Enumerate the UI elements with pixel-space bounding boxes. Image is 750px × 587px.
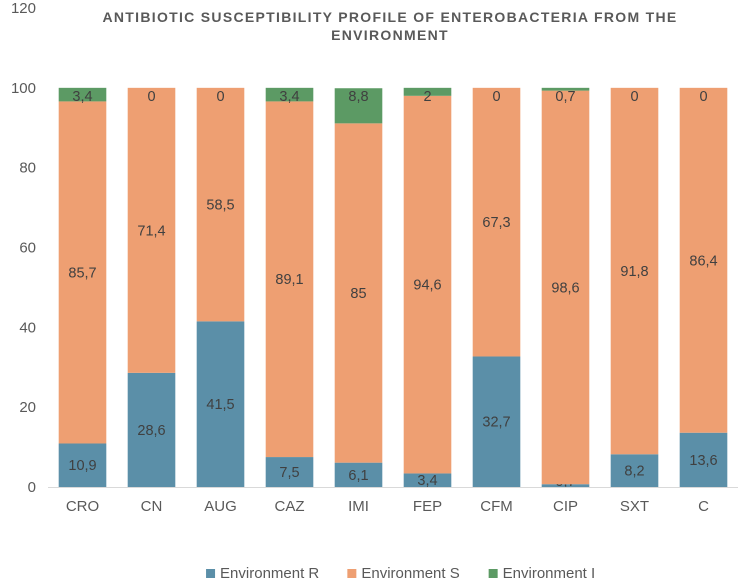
legend: Environment R Environment S Environment I — [206, 565, 595, 582]
data-label: 2 — [423, 89, 431, 105]
data-label: 10,9 — [68, 458, 96, 474]
data-label: 85,7 — [68, 265, 96, 281]
data-label: 89,1 — [275, 272, 303, 288]
x-tick-label: C — [698, 498, 709, 515]
bar-segment-cn-environment-s — [127, 87, 176, 373]
data-label: 0 — [630, 89, 638, 105]
chart-title-line-2: ENVIRONMENT — [331, 27, 449, 43]
data-label: 0 — [492, 89, 500, 105]
bar-segment-fep-environment-i — [403, 87, 452, 96]
legend-label: Environment R — [220, 565, 319, 582]
bar-segment-fep-environment-s — [403, 95, 452, 474]
y-tick-label: 0 — [28, 479, 36, 496]
bar-segment-imi-environment-i — [334, 88, 383, 124]
data-label: 32,7 — [482, 415, 510, 431]
data-label: 8,2 — [624, 464, 644, 480]
bar-segment-cro-environment-r — [58, 443, 107, 487]
bar-segment-cip-environment-s — [541, 90, 590, 485]
bar-segment-cn-environment-r — [127, 372, 176, 487]
x-tick-label: CN — [141, 498, 163, 515]
bar-segment-cro-environment-i — [58, 87, 107, 102]
bar-segment-cro-environment-s — [58, 101, 107, 444]
legend-swatch — [488, 569, 498, 578]
x-tick-label: CRO — [66, 498, 99, 515]
bar-segment-caz-environment-s — [265, 101, 314, 458]
chart-title: ANTIBIOTIC SUSCEPTIBILITY PROFILE OF ENT… — [102, 9, 677, 43]
data-label: 94,6 — [413, 278, 441, 294]
y-tick-label: 80 — [19, 160, 36, 177]
x-tick-label: IMI — [348, 498, 369, 515]
y-tick-label: 60 — [19, 240, 36, 257]
bar-segment-caz-environment-r — [265, 457, 314, 487]
x-tick-label: AUG — [204, 498, 237, 515]
x-tick-label: CIP — [553, 498, 578, 515]
data-label: 58,5 — [206, 198, 234, 214]
bar-segment-sxt-environment-r — [610, 454, 659, 487]
data-label: 13,6 — [689, 453, 717, 469]
bar-segment-cfm-environment-r — [472, 356, 521, 487]
data-label: 0,7 — [555, 89, 575, 105]
bars-group: 10,9 85,7 3,4 28,6 71,4 0 41,5 58,5 0 7,5 89,1 3,4 6… — [58, 87, 728, 490]
bar-segment-imi-environment-r — [334, 462, 383, 487]
data-label: 0 — [147, 89, 155, 105]
data-label: 41,5 — [206, 397, 234, 413]
bar-segment-c-environment-s — [679, 87, 728, 433]
bar-segment-cip-environment-i — [541, 87, 590, 91]
legend-item-environment-s: Environment S — [347, 565, 460, 582]
bar-segment-c-environment-r — [679, 432, 728, 487]
bar-segment-cfm-environment-s — [472, 87, 521, 357]
data-label: 98,6 — [551, 280, 579, 296]
y-tick-label: 100 — [11, 80, 36, 97]
data-label: 85 — [350, 286, 366, 302]
legend-label: Environment I — [503, 565, 596, 582]
bar-segment-cip-environment-r — [541, 484, 590, 487]
bar-segment-sxt-environment-s — [610, 87, 659, 455]
bar-segment-caz-environment-i — [265, 87, 314, 102]
data-label: 86,4 — [689, 253, 717, 269]
data-label: 91,8 — [620, 264, 648, 280]
legend-swatch — [206, 569, 216, 578]
legend-label: Environment S — [361, 565, 459, 582]
x-tick-label: CFM — [480, 498, 513, 515]
chart-title-line-1: ANTIBIOTIC SUSCEPTIBILITY PROFILE OF ENT… — [102, 9, 677, 25]
legend-item-environment-r: Environment R — [206, 565, 319, 582]
y-tick-label: 120 — [11, 0, 36, 17]
data-label: 28,6 — [137, 423, 165, 439]
x-tick-label: FEP — [413, 498, 442, 515]
legend-swatch — [347, 569, 357, 578]
bar-segment-aug-environment-s — [196, 87, 245, 322]
y-axis: 0 20 40 60 80 100 120 — [11, 0, 36, 496]
data-label: 67,3 — [482, 215, 510, 231]
legend-item-environment-i: Environment I — [488, 565, 596, 582]
data-label: 3,4 — [279, 89, 299, 105]
y-tick-label: 40 — [19, 319, 36, 336]
y-tick-label: 20 — [19, 399, 36, 416]
x-tick-label: SXT — [620, 498, 649, 515]
data-label: 7,5 — [279, 465, 299, 481]
data-label: 0 — [699, 89, 707, 105]
data-label: 3,4 — [72, 89, 92, 105]
data-label: 0 — [216, 89, 224, 105]
x-axis: CRO CN AUG CAZ IMI FEP CFM CIP SXT C — [66, 498, 709, 515]
bar-segment-aug-environment-r — [196, 321, 245, 487]
data-label: 71,4 — [137, 223, 165, 239]
x-tick-label: CAZ — [275, 498, 305, 515]
data-label: 3,4 — [417, 473, 437, 489]
bar-segment-imi-environment-s — [334, 123, 383, 463]
data-label: 6,1 — [348, 468, 368, 484]
bar-segment-fep-environment-r — [403, 473, 452, 487]
data-label: 8,8 — [348, 89, 368, 105]
